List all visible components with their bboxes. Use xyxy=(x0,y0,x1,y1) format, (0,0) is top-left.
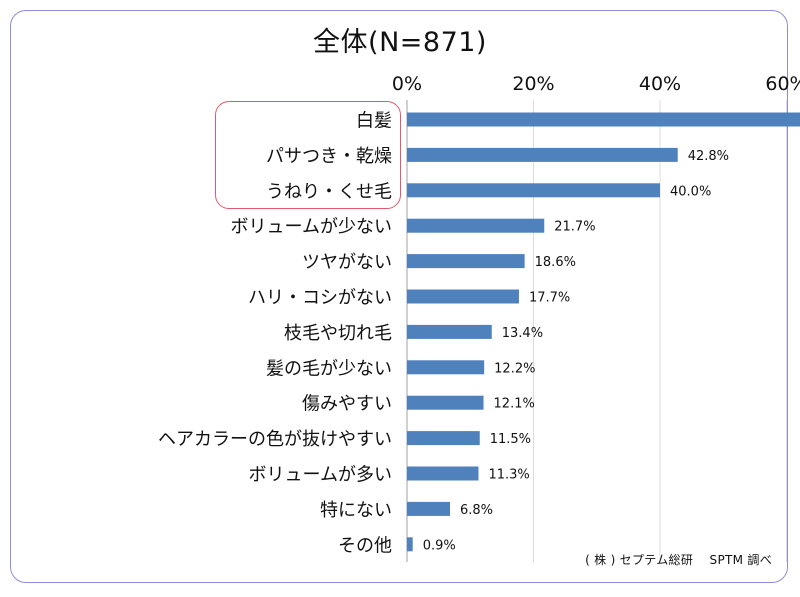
x-tick-label: 40% xyxy=(639,73,681,95)
chart-title: 全体(N=871) xyxy=(313,27,487,58)
category-label: ヘアカラーの色が抜けやすい xyxy=(158,429,392,450)
bar xyxy=(407,501,451,516)
x-tick-label: 0% xyxy=(392,73,422,95)
bar xyxy=(407,466,479,481)
value-label: 17.7% xyxy=(529,291,570,306)
chart-frame xyxy=(10,10,788,583)
bar xyxy=(407,183,660,198)
category-label: その他 xyxy=(338,535,392,556)
bar xyxy=(407,537,413,552)
value-label: 13.4% xyxy=(502,326,543,341)
category-label: 特にない xyxy=(320,500,392,521)
category-label: 枝毛や切れ毛 xyxy=(284,323,392,344)
category-label: ハリ・コシがない xyxy=(248,288,392,309)
value-label: 40.0% xyxy=(670,184,711,199)
category-label: うねり・くせ毛 xyxy=(266,181,392,202)
value-label: 21.7% xyxy=(554,220,595,235)
value-label: 18.6% xyxy=(535,255,576,270)
bar xyxy=(407,147,678,162)
category-label: パサつき・乾燥 xyxy=(266,146,392,167)
value-label: 12.1% xyxy=(494,397,535,412)
category-label: 傷みやすい xyxy=(302,394,392,415)
category-label: 髪の毛が少ない xyxy=(266,357,392,379)
highlight-box xyxy=(215,101,401,209)
category-label: ボリュームが多い xyxy=(249,465,392,486)
category-label: ツヤがない xyxy=(302,252,392,273)
bar xyxy=(407,324,492,339)
bar xyxy=(407,218,545,233)
bar xyxy=(407,254,525,269)
bar xyxy=(407,395,484,410)
value-label: 12.2% xyxy=(494,361,535,376)
value-label: 0.9% xyxy=(423,538,456,553)
source-note: ( 株 ) セプテム総研 SPTM 調べ xyxy=(585,553,772,567)
bar xyxy=(407,360,485,375)
x-tick-label: 60% xyxy=(765,73,800,95)
bar xyxy=(407,112,800,127)
category-label: ボリュームが少ない xyxy=(231,217,392,238)
category-label: 白髪 xyxy=(356,110,392,132)
bar xyxy=(407,289,519,304)
value-label: 11.3% xyxy=(488,468,529,483)
value-label: 6.8% xyxy=(460,503,493,518)
x-tick-label: 20% xyxy=(512,73,554,95)
value-label: 11.5% xyxy=(490,432,531,447)
bar xyxy=(407,431,480,446)
value-label: 42.8% xyxy=(688,149,729,164)
